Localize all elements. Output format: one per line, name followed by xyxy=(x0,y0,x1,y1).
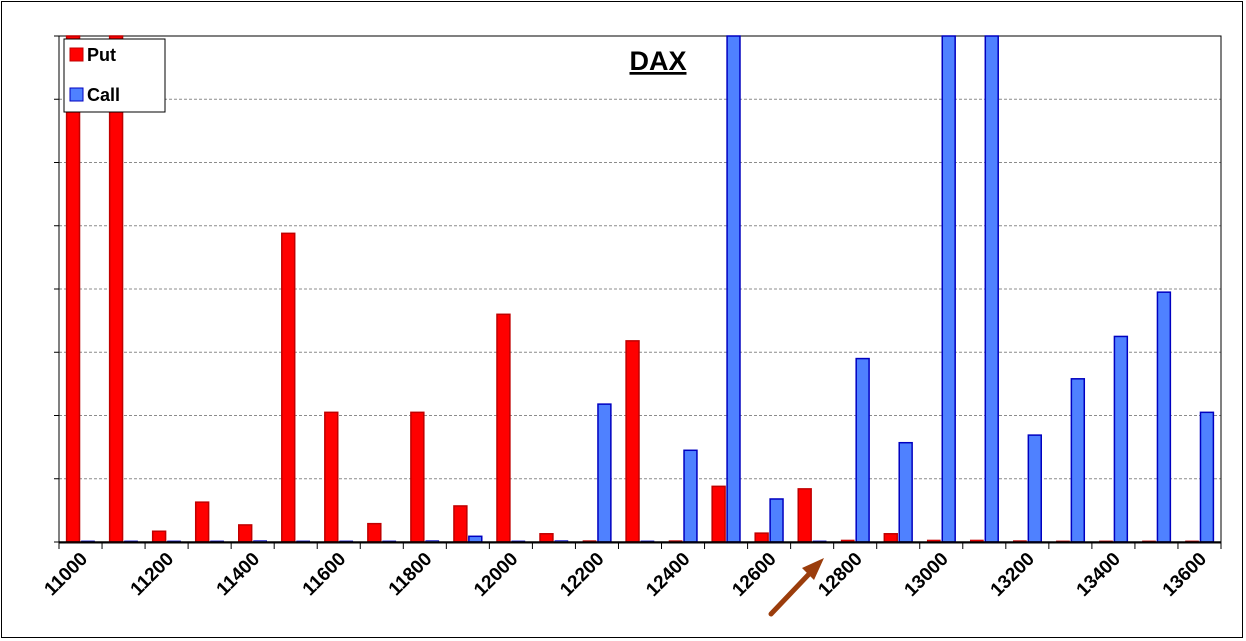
bar-call-13000 xyxy=(941,35,956,543)
bar-call-12600 xyxy=(769,498,784,543)
bar-call-13300 xyxy=(1070,378,1086,543)
y-axis-ticks xyxy=(54,35,59,543)
bar-call-13400 xyxy=(1113,335,1129,543)
bar-put-11500 xyxy=(281,232,296,543)
x-tick-label: 11200 xyxy=(127,549,178,600)
bar-put-11600 xyxy=(324,411,339,543)
bar-put-12300 xyxy=(625,340,640,543)
bar-put-12100 xyxy=(539,533,554,543)
legend-swatch-put xyxy=(69,47,84,62)
x-tick-label: 13200 xyxy=(987,549,1039,601)
legend-label-put: Put xyxy=(87,45,116,65)
legend-swatch-call xyxy=(69,87,84,102)
bar-call-13200 xyxy=(1027,434,1042,543)
x-axis-labels: 11000 11200 11400 11600 11800 12000 12200 12400… xyxy=(41,549,1211,601)
bar-put-11700 xyxy=(367,522,382,543)
bar-call-13600 xyxy=(1199,411,1215,543)
bar-call-13500 xyxy=(1156,291,1172,543)
bar-call-11900 xyxy=(468,535,483,543)
x-tick-label: 13000 xyxy=(901,549,953,601)
arrow-shaft xyxy=(768,570,813,617)
bar-put-12500 xyxy=(711,485,726,543)
bar-put-12700 xyxy=(797,488,812,543)
bar-put-12900 xyxy=(883,533,898,543)
legend: Put Call xyxy=(63,38,166,113)
bar-call-12200 xyxy=(597,403,612,543)
x-tick-label: 12600 xyxy=(728,549,780,601)
bar-put-12600 xyxy=(754,532,769,543)
bar-put-11400 xyxy=(238,524,253,543)
bar-call-12900 xyxy=(898,441,913,543)
bar-put-11900 xyxy=(453,505,468,543)
grid-lines xyxy=(59,98,1221,480)
bar-call-12800 xyxy=(855,357,870,543)
x-tick-label: 12000 xyxy=(470,549,522,601)
x-tick-label: 13600 xyxy=(1159,549,1211,601)
bar-put-12000 xyxy=(496,313,511,543)
x-tick-label: 11000 xyxy=(41,549,92,600)
bar-put-11800 xyxy=(410,411,425,543)
legend-label-call: Call xyxy=(87,85,120,105)
x-tick-label: 12400 xyxy=(642,549,694,601)
x-tick-label: 12200 xyxy=(556,549,608,601)
x-tick-label: 11800 xyxy=(385,549,436,600)
x-tick-label: 12800 xyxy=(815,549,867,601)
bar-call-12400 xyxy=(683,449,698,543)
chart-title: DAX xyxy=(629,46,686,76)
bar-put-11300 xyxy=(194,501,210,543)
bar-call-12500 xyxy=(726,35,741,543)
x-tick-label: 13400 xyxy=(1073,549,1125,601)
bar-put-11200 xyxy=(151,530,167,543)
arrow-head xyxy=(802,558,824,580)
x-tick-label: 11600 xyxy=(299,549,350,600)
x-axis-ticks xyxy=(58,542,1222,549)
x-tick-label: 11400 xyxy=(213,549,264,600)
annotation-arrow xyxy=(768,558,824,617)
bar-call-13100 xyxy=(984,35,999,543)
